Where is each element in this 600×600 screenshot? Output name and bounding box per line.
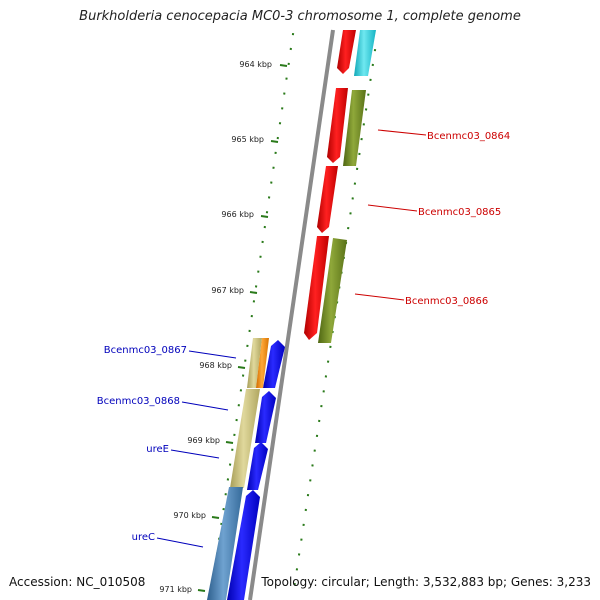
gene-steel[interactable] <box>207 487 243 600</box>
gene-arrow-red[interactable] <box>327 88 348 163</box>
map-title: Burkholderia cenocepacia MC0-3 chromosom… <box>79 9 521 24</box>
reverse-strand-genes <box>227 340 285 600</box>
tick-label: 970 kbp <box>173 511 206 520</box>
genome-backbone <box>248 29 335 600</box>
tick-label: 966 kbp <box>221 210 254 219</box>
gene-label-reverse[interactable]: Bcenmc03_0867 <box>104 345 187 356</box>
tick-mark <box>237 366 246 369</box>
tick-mark <box>249 291 258 294</box>
leader-line <box>156 537 204 548</box>
gene-label-forward[interactable]: Bcenmc03_0864 <box>427 131 510 142</box>
gene-arrow-red[interactable] <box>337 30 356 74</box>
gene-orange[interactable] <box>256 338 269 388</box>
tick-label: 971 kbp <box>159 585 192 594</box>
gene-cyan[interactable] <box>354 30 376 76</box>
gene-khaki[interactable] <box>230 389 260 488</box>
gene-khaki[interactable] <box>247 338 262 388</box>
leader-line <box>354 293 405 301</box>
label-leaders <box>156 129 427 548</box>
gene-olive[interactable] <box>318 238 347 343</box>
leader-line <box>181 401 229 411</box>
gene-label-forward[interactable]: Bcenmc03_0866 <box>405 296 488 307</box>
gene-label-reverse[interactable]: ureC <box>132 532 155 543</box>
tick-mark <box>270 140 279 143</box>
topology-text: Topology: circular; Length: 3,532,883 bp… <box>261 575 591 589</box>
tick-label: 964 kbp <box>239 60 272 69</box>
gene-arrow-blue[interactable] <box>255 391 276 443</box>
tick-mark <box>279 64 288 67</box>
gene-label-reverse[interactable]: ureE <box>146 444 169 455</box>
forward-strand-genes <box>304 30 356 340</box>
gene-arrow-blue[interactable] <box>227 490 260 600</box>
gene-arrow-red[interactable] <box>317 166 338 233</box>
tick-mark <box>225 441 234 444</box>
accession-text: Accession: NC_010508 <box>9 575 146 589</box>
leader-line <box>377 129 427 136</box>
leader-line <box>170 449 220 459</box>
tick-label: 967 kbp <box>211 286 244 295</box>
tick-mark <box>197 589 206 592</box>
gene-label-reverse[interactable]: Bcenmc03_0868 <box>97 396 180 407</box>
ruler: 964 kbp 965 kbp 966 kbp 967 kbp 968 kbp … <box>159 60 288 594</box>
gene-olive[interactable] <box>343 90 366 166</box>
gene-labels: Bcenmc03_0864 Bcenmc03_0865 Bcenmc03_086… <box>97 131 511 543</box>
forward-strand-genes-outer <box>318 30 376 343</box>
leader-line <box>367 204 418 212</box>
tick-label: 965 kbp <box>231 135 264 144</box>
reverse-strand-genes-inner <box>207 338 269 600</box>
tick-mark <box>260 215 269 218</box>
tick-label: 968 kbp <box>199 361 232 370</box>
outer-track-dots <box>293 49 377 586</box>
gene-arrow-red[interactable] <box>304 236 329 340</box>
tick-label: 969 kbp <box>187 436 220 445</box>
gene-label-forward[interactable]: Bcenmc03_0865 <box>418 207 501 218</box>
leader-line <box>188 350 237 359</box>
gene-arrow-blue[interactable] <box>247 442 268 490</box>
tick-mark <box>211 516 220 519</box>
gene-arrow-blue[interactable] <box>263 340 285 388</box>
